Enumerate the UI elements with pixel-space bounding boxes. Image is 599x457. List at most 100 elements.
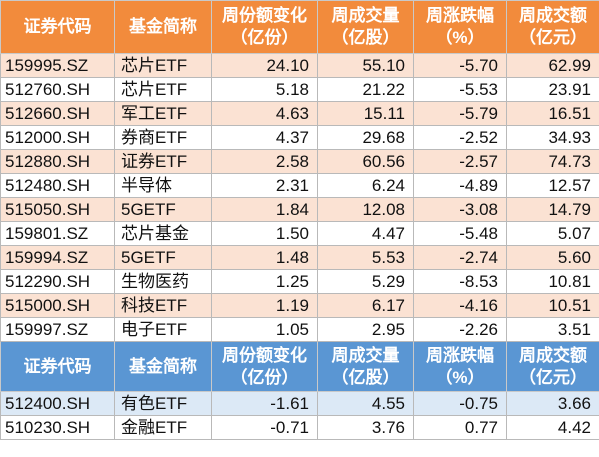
table-row: 512880.SH 证券ETF 2.58 60.56 -2.57 74.73 xyxy=(0,149,599,174)
cell-name: 电子ETF xyxy=(114,317,212,342)
cell-name: 生物医药 xyxy=(114,269,212,294)
col-header-name: 基金简称 xyxy=(114,0,212,54)
cell-share-change: 24.10 xyxy=(211,53,318,78)
cell-code: 159994.SZ xyxy=(0,245,115,270)
cell-turnover: 3.51 xyxy=(506,317,599,342)
cell-pct: -5.79 xyxy=(413,101,507,126)
cell-pct: -2.26 xyxy=(413,317,507,342)
table-row: 159995.SZ 芯片ETF 24.10 55.10 -5.70 62.99 xyxy=(0,53,599,78)
cell-code: 515050.SH xyxy=(0,197,115,222)
etf-share-change-table: 证券代码 基金简称 周份额变化 （亿份） 周成交量 （亿股） 周涨跌幅 （%） 周成交… xyxy=(0,0,599,440)
cell-code: 515000.SH xyxy=(0,293,115,318)
table-row: 159997.SZ 电子ETF 1.05 2.95 -2.26 3.51 xyxy=(0,317,599,342)
cell-name: 科技ETF xyxy=(114,293,212,318)
cell-pct: 0.77 xyxy=(413,415,507,440)
table-row: 512400.SH 有色ETF -1.61 4.55 -0.75 3.66 xyxy=(0,391,599,416)
cell-volume: 5.29 xyxy=(317,269,414,294)
col-header-volume: 周成交量 （亿股） xyxy=(317,0,414,54)
cell-pct: -2.52 xyxy=(413,125,507,150)
cell-name: 军工ETF xyxy=(114,101,212,126)
cell-share-change: -1.61 xyxy=(211,391,318,416)
cell-share-change: 1.48 xyxy=(211,245,318,270)
col-header-volume: 周成交量 （亿股） xyxy=(317,341,414,392)
table-row: 515050.SH 5GETF 1.84 12.08 -3.08 14.79 xyxy=(0,197,599,222)
cell-volume: 29.68 xyxy=(317,125,414,150)
header-row-decrease: 证券代码 基金简称 周份额变化 （亿份） 周成交量 （亿股） 周涨跌幅 （%） 周成交… xyxy=(0,341,599,392)
table-row: 515000.SH 科技ETF 1.19 6.17 -4.16 10.51 xyxy=(0,293,599,318)
cell-code: 512400.SH xyxy=(0,391,115,416)
cell-code: 512760.SH xyxy=(0,77,115,102)
table-row: 512480.SH 半导体 2.31 6.24 -4.89 12.57 xyxy=(0,173,599,198)
cell-code: 512000.SH xyxy=(0,125,115,150)
cell-name: 证券ETF xyxy=(114,149,212,174)
cell-code: 512880.SH xyxy=(0,149,115,174)
cell-turnover: 16.51 xyxy=(506,101,599,126)
cell-turnover: 34.93 xyxy=(506,125,599,150)
cell-name: 芯片ETF xyxy=(114,53,212,78)
cell-code: 159997.SZ xyxy=(0,317,115,342)
cell-turnover: 4.42 xyxy=(506,415,599,440)
cell-volume: 4.55 xyxy=(317,391,414,416)
cell-share-change: 1.50 xyxy=(211,221,318,246)
col-header-code: 证券代码 xyxy=(0,341,115,392)
cell-volume: 12.08 xyxy=(317,197,414,222)
cell-name: 5GETF xyxy=(114,245,212,270)
cell-pct: -5.53 xyxy=(413,77,507,102)
cell-share-change: 2.31 xyxy=(211,173,318,198)
cell-pct: -2.74 xyxy=(413,245,507,270)
cell-share-change: 1.84 xyxy=(211,197,318,222)
cell-share-change: 2.58 xyxy=(211,149,318,174)
cell-turnover: 10.51 xyxy=(506,293,599,318)
col-header-name: 基金简称 xyxy=(114,341,212,392)
cell-share-change: 1.05 xyxy=(211,317,318,342)
cell-pct: -2.57 xyxy=(413,149,507,174)
table-row: 159801.SZ 芯片基金 1.50 4.47 -5.48 5.07 xyxy=(0,221,599,246)
cell-volume: 2.95 xyxy=(317,317,414,342)
col-header-share-change: 周份额变化 （亿份） xyxy=(211,0,318,54)
header-row-increase: 证券代码 基金简称 周份额变化 （亿份） 周成交量 （亿股） 周涨跌幅 （%） 周成交… xyxy=(0,0,599,54)
cell-turnover: 12.57 xyxy=(506,173,599,198)
cell-share-change: 4.63 xyxy=(211,101,318,126)
cell-turnover: 23.91 xyxy=(506,77,599,102)
cell-share-change: 4.37 xyxy=(211,125,318,150)
cell-share-change: 5.18 xyxy=(211,77,318,102)
table-row: 512290.SH 生物医药 1.25 5.29 -8.53 10.81 xyxy=(0,269,599,294)
cell-pct: -4.89 xyxy=(413,173,507,198)
col-header-turnover: 周成交额 （亿元） xyxy=(506,0,599,54)
cell-turnover: 74.73 xyxy=(506,149,599,174)
cell-share-change: 1.19 xyxy=(211,293,318,318)
cell-pct: -5.48 xyxy=(413,221,507,246)
cell-volume: 21.22 xyxy=(317,77,414,102)
cell-name: 券商ETF xyxy=(114,125,212,150)
cell-code: 159801.SZ xyxy=(0,221,115,246)
table-row: 510230.SH 金融ETF -0.71 3.76 0.77 4.42 xyxy=(0,415,599,440)
cell-code: 510230.SH xyxy=(0,415,115,440)
col-header-share-change: 周份额变化 （亿份） xyxy=(211,341,318,392)
cell-name: 芯片ETF xyxy=(114,77,212,102)
cell-turnover: 14.79 xyxy=(506,197,599,222)
cell-name: 芯片基金 xyxy=(114,221,212,246)
col-header-pct: 周涨跌幅 （%） xyxy=(413,341,507,392)
cell-volume: 6.24 xyxy=(317,173,414,198)
table-row: 512660.SH 军工ETF 4.63 15.11 -5.79 16.51 xyxy=(0,101,599,126)
cell-volume: 5.53 xyxy=(317,245,414,270)
cell-name: 5GETF xyxy=(114,197,212,222)
cell-turnover: 5.60 xyxy=(506,245,599,270)
col-header-turnover: 周成交额 （亿元） xyxy=(506,341,599,392)
cell-volume: 55.10 xyxy=(317,53,414,78)
cell-turnover: 3.66 xyxy=(506,391,599,416)
cell-volume: 6.17 xyxy=(317,293,414,318)
cell-volume: 4.47 xyxy=(317,221,414,246)
cell-name: 半导体 xyxy=(114,173,212,198)
cell-code: 512290.SH xyxy=(0,269,115,294)
cell-pct: -8.53 xyxy=(413,269,507,294)
cell-pct: -5.70 xyxy=(413,53,507,78)
cell-pct: -3.08 xyxy=(413,197,507,222)
cell-volume: 60.56 xyxy=(317,149,414,174)
cell-code: 512660.SH xyxy=(0,101,115,126)
table-row: 512760.SH 芯片ETF 5.18 21.22 -5.53 23.91 xyxy=(0,77,599,102)
cell-pct: -4.16 xyxy=(413,293,507,318)
cell-turnover: 10.81 xyxy=(506,269,599,294)
col-header-pct: 周涨跌幅 （%） xyxy=(413,0,507,54)
cell-pct: -0.75 xyxy=(413,391,507,416)
